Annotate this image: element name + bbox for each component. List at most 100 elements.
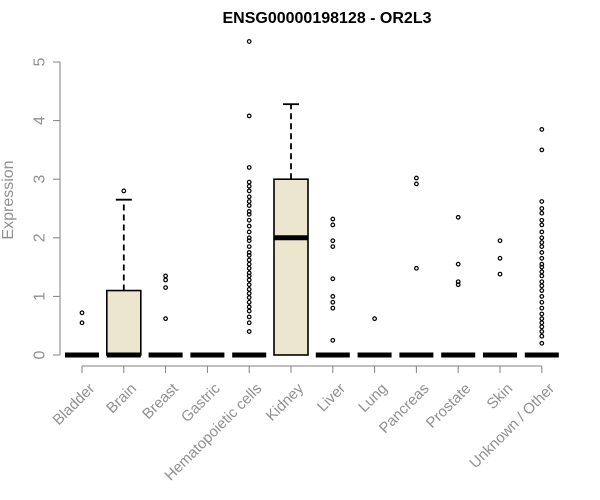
outlier-point	[497, 271, 503, 277]
outlier-point	[246, 250, 252, 255]
outlier-point	[246, 273, 252, 279]
outlier-point	[246, 261, 252, 267]
outlier-point	[539, 269, 545, 275]
outlier-point	[246, 165, 252, 170]
outlier-point	[455, 282, 461, 288]
outlier-point	[539, 333, 545, 339]
y-tick-label: 4	[32, 116, 49, 125]
outlier-point	[79, 320, 85, 326]
outlier-point	[246, 277, 252, 283]
outlier-point	[246, 291, 252, 296]
box-group	[483, 238, 517, 358]
outlier-point	[539, 316, 545, 322]
outlier-point	[539, 320, 545, 326]
outlier-point	[246, 270, 252, 276]
outlier-point	[330, 276, 336, 282]
outlier-point	[246, 188, 252, 194]
y-tick-label: 1	[32, 292, 49, 301]
outlier-point	[246, 39, 252, 44]
box-group	[148, 273, 183, 358]
outlier-point	[79, 310, 85, 316]
outlier-point	[455, 279, 461, 285]
outlier-point	[414, 175, 419, 181]
x-tick-label: Bladder	[50, 380, 99, 429]
outlier-point	[497, 238, 503, 244]
outlier-point	[246, 183, 252, 189]
outlier-point	[330, 222, 336, 228]
outlier-point	[246, 209, 252, 214]
outlier-point	[246, 179, 252, 185]
outlier-point	[246, 199, 252, 204]
outlier-point	[163, 285, 169, 291]
outlier-point	[246, 286, 252, 292]
outlier-point	[246, 203, 252, 208]
outlier-point	[539, 229, 545, 235]
outlier-point	[246, 229, 252, 235]
outlier-point	[414, 265, 419, 271]
outlier-point	[539, 217, 545, 223]
x-tick-label: Skin	[484, 380, 517, 413]
outlier-point	[539, 222, 545, 228]
outlier-point	[246, 217, 252, 223]
outlier-point	[539, 147, 545, 153]
x-tick-label: Prostate	[423, 380, 475, 432]
outlier-point	[539, 299, 545, 305]
outlier-point	[246, 252, 252, 258]
outlier-point	[246, 223, 252, 229]
x-tick-label: Lung	[355, 380, 391, 416]
outlier-point	[539, 240, 545, 245]
outlier-point	[246, 194, 252, 200]
y-tick-label: 2	[32, 233, 49, 242]
x-tick-label: Breast	[139, 380, 182, 423]
outlier-point	[330, 337, 336, 343]
box-group	[315, 216, 350, 358]
outlier-point	[539, 261, 545, 267]
outlier-point	[539, 255, 545, 261]
box-group	[441, 214, 476, 358]
outlier-point	[163, 277, 169, 283]
outlier-point	[246, 235, 252, 241]
outlier-point	[330, 238, 336, 244]
outlier-point	[246, 320, 252, 326]
outlier-point	[539, 324, 545, 330]
outlier-point	[246, 282, 252, 288]
x-tick-label: Brain	[103, 380, 140, 417]
outlier-point	[539, 294, 545, 299]
x-tick-label: Kidney	[263, 380, 308, 425]
outlier-point	[330, 244, 336, 249]
outlier-point	[330, 294, 336, 299]
box-group	[273, 103, 309, 356]
box-group	[232, 39, 267, 358]
outlier-point	[539, 283, 545, 289]
box	[106, 289, 142, 356]
box-group	[399, 175, 434, 358]
outlier-point	[455, 261, 461, 267]
outlier-point	[246, 265, 252, 271]
outlier-point	[121, 188, 127, 194]
outlier-point	[539, 264, 545, 270]
outlier-point	[246, 257, 252, 263]
outlier-point	[163, 316, 169, 322]
outlier-point	[372, 316, 378, 322]
box-group	[357, 316, 392, 358]
outlier-point	[455, 214, 461, 220]
outlier-point	[163, 273, 169, 279]
box-group	[65, 310, 99, 358]
box-group	[106, 188, 142, 358]
outlier-point	[246, 211, 252, 217]
outlier-point	[246, 329, 252, 334]
outlier-point	[539, 311, 545, 317]
outlier-point	[330, 305, 336, 311]
outlier-point	[539, 340, 545, 346]
outlier-point	[539, 305, 545, 311]
x-tick-label: Liver	[314, 380, 349, 415]
outlier-point	[414, 181, 419, 187]
outlier-point	[246, 238, 252, 244]
outlier-point	[539, 279, 545, 285]
outlier-point	[539, 250, 545, 255]
box-group	[524, 126, 559, 358]
outlier-point	[330, 216, 336, 222]
outlier-point	[539, 235, 545, 241]
outlier-point	[246, 308, 252, 314]
outlier-point	[246, 295, 252, 300]
